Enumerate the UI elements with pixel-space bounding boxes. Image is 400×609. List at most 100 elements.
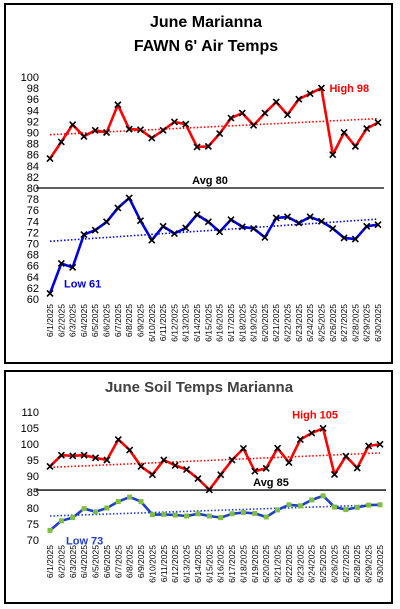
x-tick-label: 6/27/2025 bbox=[341, 545, 351, 583]
x-tick-label: 6/14/2025 bbox=[193, 545, 203, 583]
x-tick-label: 6/13/2025 bbox=[182, 545, 192, 583]
low-data-point bbox=[149, 512, 155, 518]
low-data-point bbox=[206, 513, 212, 519]
high-data-point bbox=[182, 466, 191, 474]
x-tick-label: 6/30/2025 bbox=[373, 304, 383, 342]
x-tick-label: 6/5/2025 bbox=[90, 304, 100, 337]
high-trendline bbox=[49, 452, 381, 469]
low-data-point bbox=[216, 228, 224, 236]
high-data-point bbox=[126, 446, 134, 454]
high-data-point bbox=[251, 467, 259, 475]
high-data-point bbox=[159, 126, 167, 134]
low-data-point bbox=[218, 515, 224, 521]
high-data-point bbox=[363, 125, 371, 133]
y-tick-label: 64 bbox=[27, 272, 39, 284]
high-data-point bbox=[193, 143, 201, 151]
chart-title: June Soil Temps Marianna bbox=[105, 379, 294, 396]
low-data-point bbox=[343, 507, 349, 513]
high-data-point bbox=[274, 444, 282, 452]
y-tick-label: 90 bbox=[27, 128, 39, 140]
low-data-point bbox=[286, 502, 292, 508]
x-tick-label: 6/16/2025 bbox=[216, 545, 226, 583]
low-data-point bbox=[182, 224, 190, 232]
low-trendline bbox=[49, 218, 379, 243]
high-data-point bbox=[308, 429, 316, 437]
low-data-point bbox=[161, 511, 167, 517]
x-tick-label: 6/12/2025 bbox=[170, 545, 180, 583]
x-tick-label: 6/22/2025 bbox=[284, 545, 294, 583]
x-tick-label: 6/9/2025 bbox=[135, 304, 145, 337]
x-tick-label: 6/6/2025 bbox=[102, 545, 112, 578]
low-data-point bbox=[195, 511, 201, 517]
low-data-point bbox=[57, 259, 65, 268]
x-tick-label: 6/20/2025 bbox=[260, 304, 270, 342]
low-data-point bbox=[329, 224, 337, 233]
high-data-point bbox=[182, 120, 190, 128]
x-tick-label: 6/11/2025 bbox=[158, 304, 168, 341]
high-series-line bbox=[48, 86, 379, 160]
low-annotation: Low 61 bbox=[64, 278, 101, 290]
low-data-point bbox=[261, 233, 269, 241]
low-data-point bbox=[80, 231, 88, 239]
high-data-point bbox=[80, 132, 88, 140]
average-label: Avg 80 bbox=[192, 175, 228, 187]
low-data-point bbox=[136, 217, 145, 225]
x-tick-label: 6/30/2025 bbox=[375, 545, 385, 583]
high-data-point bbox=[114, 435, 122, 444]
high-data-point bbox=[250, 121, 258, 129]
low-data-point bbox=[320, 493, 326, 499]
low-data-point bbox=[250, 224, 258, 233]
y-tick-label: 70 bbox=[27, 239, 39, 251]
x-tick-label: 6/21/2025 bbox=[273, 545, 283, 583]
y-tick-label: 60 bbox=[27, 294, 39, 306]
high-data-point bbox=[283, 111, 292, 119]
high-series-line bbox=[49, 426, 381, 492]
low-data-point bbox=[47, 527, 53, 533]
y-tick-label: 70 bbox=[27, 535, 39, 547]
x-tick-label: 6/15/2025 bbox=[203, 304, 213, 342]
low-data-point bbox=[114, 204, 122, 212]
x-tick-label: 6/17/2025 bbox=[226, 304, 236, 342]
high-data-point bbox=[194, 474, 202, 483]
high-data-point bbox=[160, 456, 168, 464]
low-data-point bbox=[263, 514, 269, 520]
low-data-point bbox=[351, 235, 359, 243]
low-data-point bbox=[91, 226, 99, 234]
y-tick-label: 88 bbox=[27, 139, 39, 151]
high-data-point bbox=[91, 454, 100, 462]
y-tick-label: 90 bbox=[27, 471, 39, 483]
low-data-point bbox=[184, 513, 190, 519]
y-tick-label: 105 bbox=[21, 423, 39, 435]
low-data-point bbox=[331, 504, 337, 510]
y-tick-label: 66 bbox=[27, 261, 39, 273]
high-data-point bbox=[170, 118, 178, 126]
low-data-point bbox=[102, 218, 111, 226]
low-data-point bbox=[138, 499, 144, 505]
chart-title-line1: June Marianna bbox=[150, 14, 262, 31]
low-data-point bbox=[354, 504, 360, 510]
x-tick-label: 6/24/2025 bbox=[307, 545, 317, 583]
x-tick-label: 6/25/2025 bbox=[316, 304, 326, 342]
x-tick-label: 6/22/2025 bbox=[283, 304, 293, 342]
high-data-point bbox=[272, 98, 280, 106]
x-tick-label: 6/16/2025 bbox=[215, 304, 225, 342]
y-tick-label: 100 bbox=[21, 439, 39, 451]
high-data-point bbox=[205, 486, 213, 494]
x-tick-label: 6/12/2025 bbox=[169, 304, 179, 342]
y-tick-label: 74 bbox=[27, 216, 39, 228]
low-data-point bbox=[306, 213, 314, 221]
high-data-point bbox=[261, 109, 269, 117]
air-temps-chart-panel: June Marianna FAWN 6' Air Temps 60 62 64 66 68… bbox=[4, 3, 393, 364]
high-data-point bbox=[353, 464, 361, 472]
low-data-point bbox=[340, 234, 348, 242]
low-data-point bbox=[159, 222, 167, 230]
high-data-point bbox=[204, 142, 212, 150]
y-tick-label: 72 bbox=[27, 227, 39, 239]
high-data-point bbox=[136, 126, 145, 134]
high-data-point bbox=[114, 101, 122, 109]
x-tick-label: 6/24/2025 bbox=[305, 304, 315, 342]
high-data-point bbox=[319, 424, 327, 432]
x-tick-label: 6/19/2025 bbox=[250, 545, 260, 583]
x-tick-label: 6/4/2025 bbox=[79, 545, 89, 578]
high-data-point bbox=[340, 128, 348, 137]
